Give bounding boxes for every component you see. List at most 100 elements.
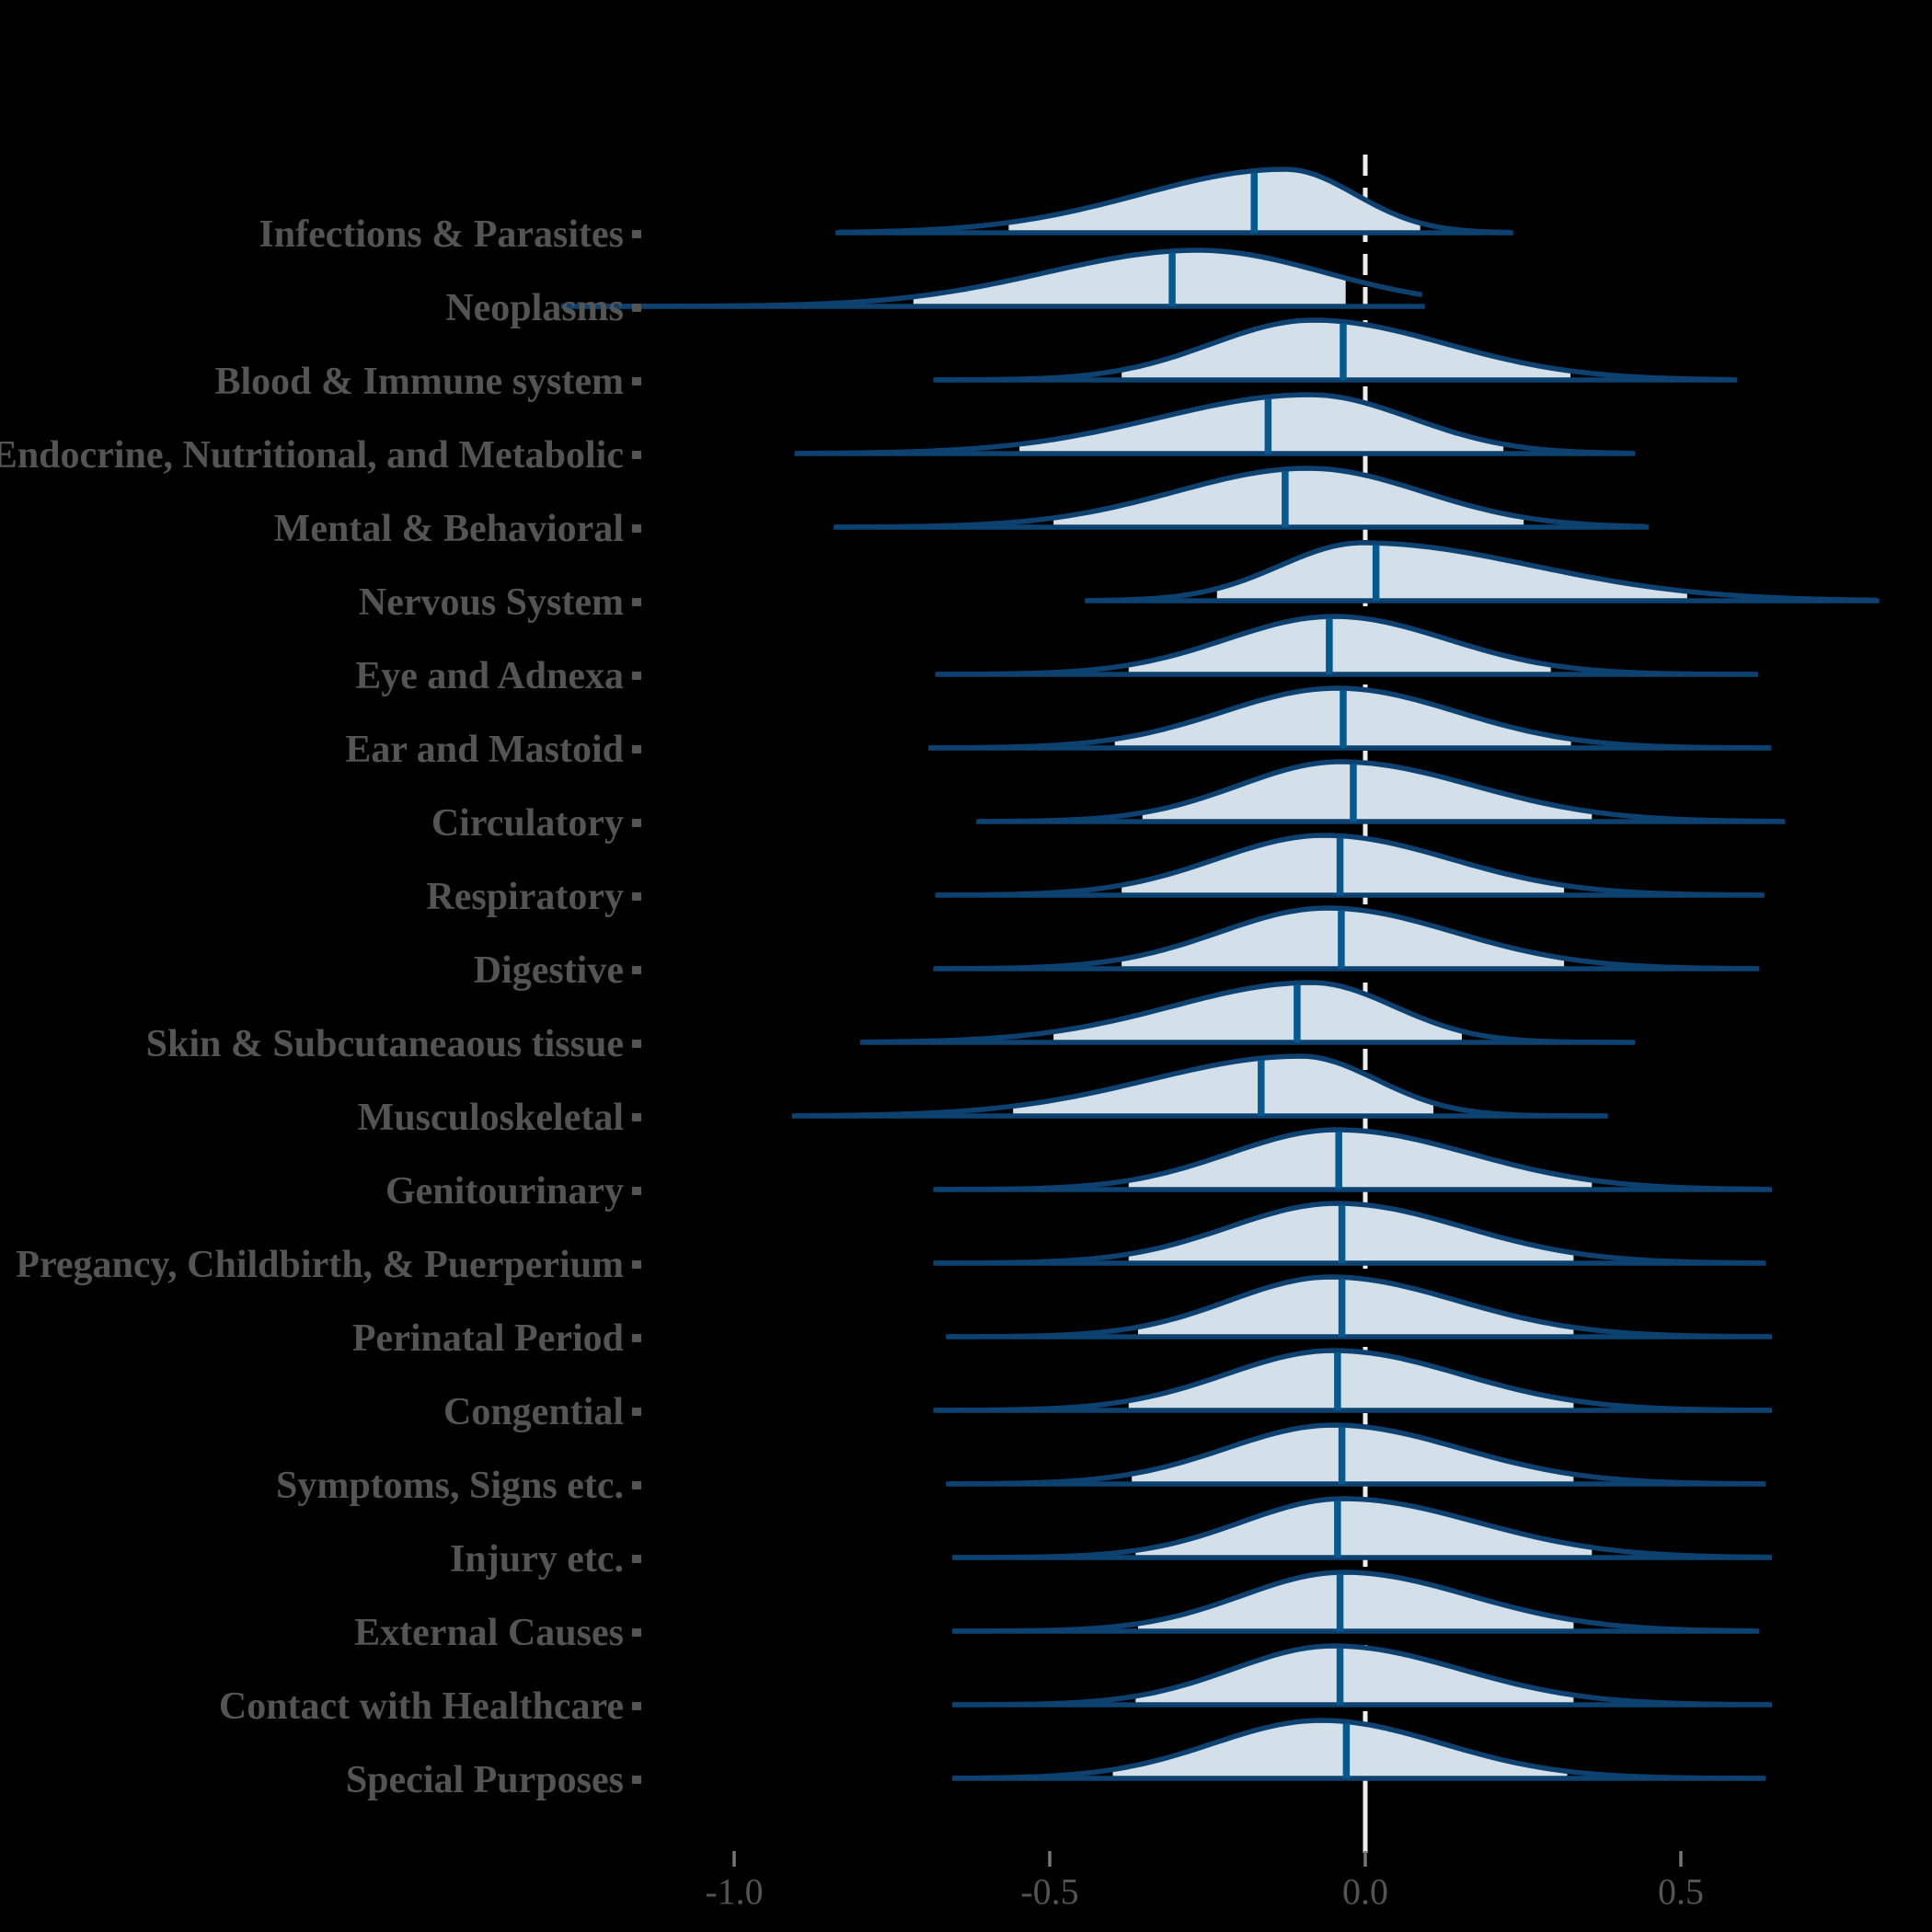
category-label: External Causes bbox=[354, 1612, 624, 1654]
ridge-row: Endocrine, Nutritional, and Metabolic bbox=[0, 392, 1636, 477]
density-outline bbox=[936, 1348, 1769, 1413]
density-outline bbox=[936, 1201, 1764, 1266]
ridge-row: Neoplasms bbox=[445, 247, 1425, 329]
ridge-row: Blood & Immune system bbox=[214, 317, 1738, 403]
density-outline bbox=[797, 392, 1633, 456]
density-fill bbox=[1135, 1499, 1593, 1558]
category-label: Blood & Immune system bbox=[214, 361, 624, 403]
category-tick-square-icon bbox=[632, 1113, 641, 1121]
ridge-row: External Causes bbox=[354, 1570, 1760, 1654]
category-tick-square-icon bbox=[632, 1408, 641, 1416]
category-label: Eye and Adnexa bbox=[355, 655, 624, 697]
category-label: Infections & Parasites bbox=[259, 213, 624, 256]
density-outline bbox=[979, 759, 1783, 824]
density-outline bbox=[838, 167, 1511, 236]
category-tick-square-icon bbox=[632, 1776, 641, 1784]
category-label: Skin & Subcutaneaous tissue bbox=[146, 1023, 624, 1065]
x-axis-tick-label: -0.5 bbox=[1020, 1871, 1078, 1913]
category-label: Digestive bbox=[474, 949, 624, 992]
category-tick-square-icon bbox=[632, 1481, 641, 1489]
category-tick-square-icon bbox=[632, 1628, 641, 1637]
density-outline bbox=[931, 685, 1769, 751]
category-tick-square-icon bbox=[632, 451, 641, 459]
ridge-row: Contact with Healthcare bbox=[219, 1643, 1773, 1728]
density-fill bbox=[1138, 1572, 1574, 1631]
density-outline bbox=[936, 905, 1757, 972]
category-tick-square-icon bbox=[632, 1702, 641, 1710]
category-label: Special Purposes bbox=[346, 1759, 624, 1801]
category-tick-square-icon bbox=[632, 304, 641, 312]
density-fill bbox=[1053, 468, 1524, 527]
density-outline bbox=[955, 1643, 1769, 1708]
ridge-row: Circulatory bbox=[431, 759, 1786, 845]
category-tick-square-icon bbox=[632, 672, 641, 680]
category-label: Contact with Healthcare bbox=[219, 1685, 624, 1728]
density-fill bbox=[1138, 1277, 1574, 1337]
x-axis-tick-label: 0.5 bbox=[1658, 1871, 1704, 1913]
density-fill bbox=[1132, 1425, 1574, 1484]
category-label: Genitourinary bbox=[385, 1170, 624, 1213]
ridge-row: Infections & Parasites bbox=[259, 167, 1513, 256]
ridge-row: Congential bbox=[443, 1348, 1773, 1433]
ridge-row: Pregancy, Childbirth, & Puerperium bbox=[16, 1201, 1766, 1286]
density-fill bbox=[1128, 616, 1551, 674]
category-tick-square-icon bbox=[632, 1334, 641, 1342]
category-tick-square-icon bbox=[632, 819, 641, 827]
category-tick-square-icon bbox=[632, 1187, 641, 1195]
density-outline bbox=[949, 1274, 1769, 1340]
density-fill bbox=[1008, 169, 1420, 233]
density-outline bbox=[1087, 540, 1877, 604]
category-tick-square-icon bbox=[632, 892, 641, 901]
ridge-row: Special Purposes bbox=[346, 1718, 1766, 1801]
density-fill bbox=[1128, 1203, 1574, 1263]
ridge-row: Ear and Mastoid bbox=[345, 685, 1772, 771]
density-outline bbox=[949, 1422, 1764, 1487]
ridge-row: Digestive bbox=[474, 905, 1760, 992]
ridge-row: Injury etc. bbox=[450, 1496, 1773, 1581]
category-label: Perinatal Period bbox=[352, 1317, 624, 1360]
category-label: Ear and Mastoid bbox=[345, 729, 624, 771]
ridge-row: Respiratory bbox=[426, 833, 1765, 918]
density-fill bbox=[1128, 1351, 1574, 1410]
category-label: Neoplasms bbox=[445, 287, 624, 329]
ridge-row: Mental & Behavioral bbox=[274, 466, 1650, 550]
category-label: Pregancy, Childbirth, & Puerperium bbox=[16, 1244, 624, 1286]
category-tick-square-icon bbox=[632, 1040, 641, 1048]
ridge-row: Eye and Adnexa bbox=[355, 614, 1758, 697]
category-label: Injury etc. bbox=[450, 1538, 624, 1581]
density-fill bbox=[913, 250, 1346, 306]
category-label: Musculoskeletal bbox=[358, 1097, 624, 1139]
ridge-row: Perinatal Period bbox=[352, 1274, 1773, 1360]
density-fill bbox=[1013, 1056, 1434, 1116]
category-label: Congential bbox=[443, 1391, 624, 1433]
category-tick-square-icon bbox=[632, 745, 641, 753]
category-tick-square-icon bbox=[632, 1260, 641, 1269]
category-tick-square-icon bbox=[632, 966, 641, 974]
density-outline bbox=[937, 833, 1762, 898]
density-outline bbox=[794, 1053, 1605, 1119]
category-tick-square-icon bbox=[632, 524, 641, 533]
ridge-row: Skin & Subcutaneaous tissue bbox=[146, 980, 1636, 1065]
ridge-row: Musculoskeletal bbox=[358, 1053, 1608, 1139]
density-fill bbox=[1142, 762, 1593, 822]
category-label: Nervous System bbox=[359, 581, 624, 624]
density-fill bbox=[1112, 1720, 1568, 1778]
density-fill bbox=[1128, 1130, 1593, 1190]
ridge-row: Genitourinary bbox=[385, 1127, 1773, 1213]
category-label: Endocrine, Nutritional, and Metabolic bbox=[0, 434, 624, 477]
category-tick-square-icon bbox=[632, 230, 641, 238]
density-outline bbox=[955, 1496, 1770, 1560]
category-tick-square-icon bbox=[632, 598, 641, 606]
category-label: Circulatory bbox=[431, 802, 624, 845]
category-label: Respiratory bbox=[426, 876, 624, 918]
x-axis-tick-label: -1.0 bbox=[705, 1871, 763, 1913]
ridge-row: Nervous System bbox=[359, 540, 1880, 624]
x-axis-tick-label: 0.0 bbox=[1342, 1871, 1388, 1913]
density-fill bbox=[1216, 543, 1687, 601]
density-fill bbox=[1053, 983, 1462, 1042]
category-label: Mental & Behavioral bbox=[274, 508, 624, 550]
category-tick-square-icon bbox=[632, 1555, 641, 1563]
category-tick-square-icon bbox=[632, 377, 641, 385]
